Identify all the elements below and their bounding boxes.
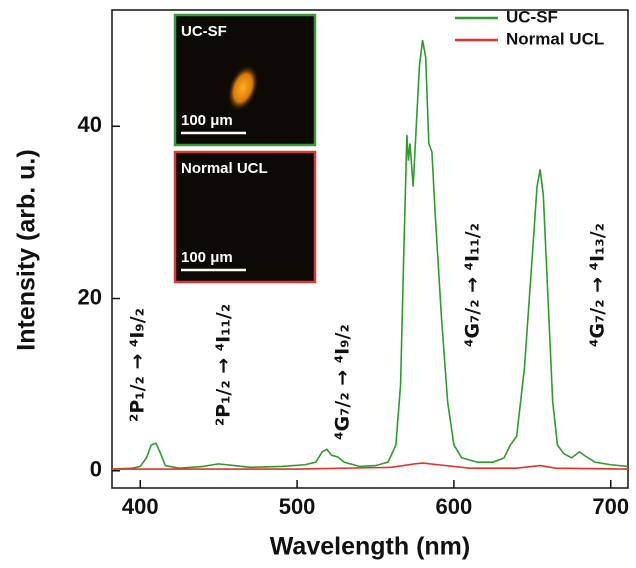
plot-frame: [111, 9, 629, 489]
x-axis-title: Wavelength (nm): [270, 533, 470, 561]
scale-label: 100 μm: [181, 249, 233, 266]
inset-2: [173, 150, 317, 284]
transition-label: ⁴G₇/₂ → ⁴I₉/₂: [332, 324, 354, 440]
x-tick-label: 600: [436, 494, 473, 519]
inset-1: [173, 13, 317, 147]
transition-label: ²P₁/₂ → ⁴I₉/₂: [127, 308, 149, 422]
y-tick-label: 40: [78, 112, 102, 137]
legend-label: UC-SF: [506, 7, 558, 26]
scale-label: 100 μm: [181, 112, 233, 129]
transition-label: ⁴G₇/₂ → ⁴I₁₁/₂: [462, 223, 484, 347]
legend-label: Normal UCL: [506, 29, 604, 48]
inset-label: Normal UCL: [181, 160, 268, 177]
x-tick-label: 400: [122, 494, 159, 519]
series-line: [111, 40, 629, 470]
inset-label: UC-SF: [181, 23, 227, 40]
y-tick-label: 20: [78, 284, 102, 309]
transition-label: ²P₁/₂ → ⁴I₁₁/₂: [213, 304, 235, 426]
x-tick-label: 500: [279, 494, 316, 519]
series-line: [112, 462, 629, 470]
x-tick-label: 700: [592, 494, 629, 519]
y-axis-title: Intensity (arb. u.): [13, 149, 41, 350]
transition-label: ⁴G₇/₂ → ⁴I₁₃/₂: [587, 223, 609, 347]
y-tick-label: 0: [90, 457, 102, 482]
